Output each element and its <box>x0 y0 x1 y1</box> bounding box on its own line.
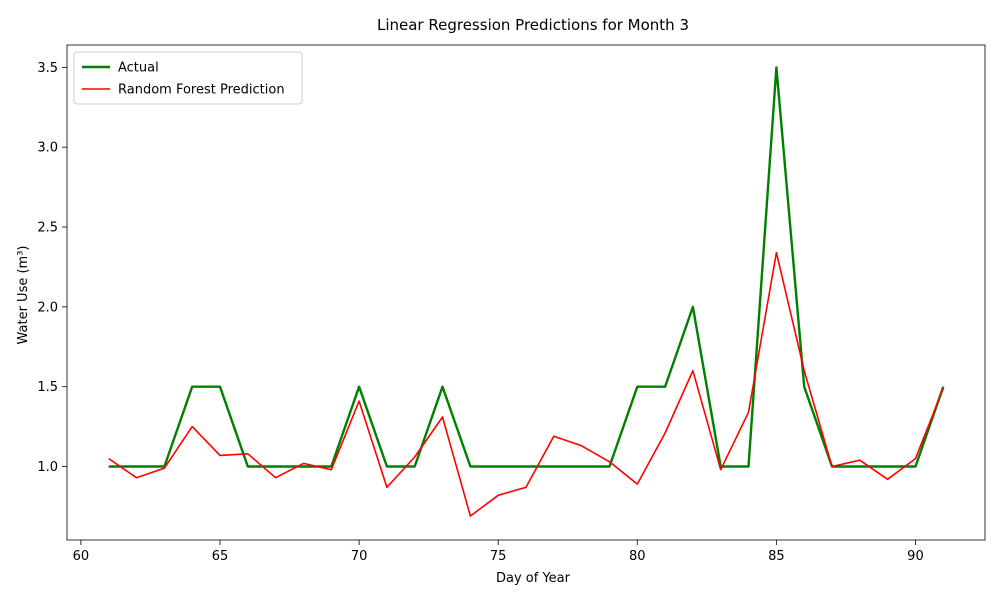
y-tick-label: 1.0 <box>37 460 58 475</box>
legend-label: Actual <box>118 61 159 76</box>
y-axis: 1.0 1.5 2.0 2.5 3.0 3.5 <box>37 61 67 475</box>
series-line-prediction <box>108 251 945 517</box>
legend-label: Random Forest Prediction <box>118 83 285 98</box>
x-tick-label: 70 <box>351 549 368 564</box>
y-tick-label: 3.0 <box>37 141 58 156</box>
x-tick-label: 60 <box>73 549 90 564</box>
y-tick-label: 2.0 <box>37 300 58 315</box>
x-tick-label: 85 <box>768 549 785 564</box>
series-line-actual <box>108 66 945 468</box>
x-axis: 60 65 70 75 80 85 90 <box>73 540 924 564</box>
y-axis-label: Water Use (m³) <box>16 246 31 345</box>
x-tick-label: 90 <box>907 549 924 564</box>
plot-area <box>66 44 986 541</box>
legend-box <box>73 51 303 105</box>
y-tick-label: 2.5 <box>37 221 58 236</box>
plot-frame <box>66 44 986 541</box>
chart-title: Linear Regression Predictions for Month … <box>377 16 689 34</box>
y-tick-label: 1.5 <box>37 380 58 395</box>
legend: Actual Random Forest Prediction <box>73 51 303 105</box>
series-layer <box>108 66 945 517</box>
x-tick-label: 65 <box>212 549 229 564</box>
x-tick-label: 75 <box>490 549 507 564</box>
x-axis-label: Day of Year <box>496 571 571 586</box>
y-tick-label: 3.5 <box>37 61 58 76</box>
x-tick-label: 80 <box>629 549 646 564</box>
